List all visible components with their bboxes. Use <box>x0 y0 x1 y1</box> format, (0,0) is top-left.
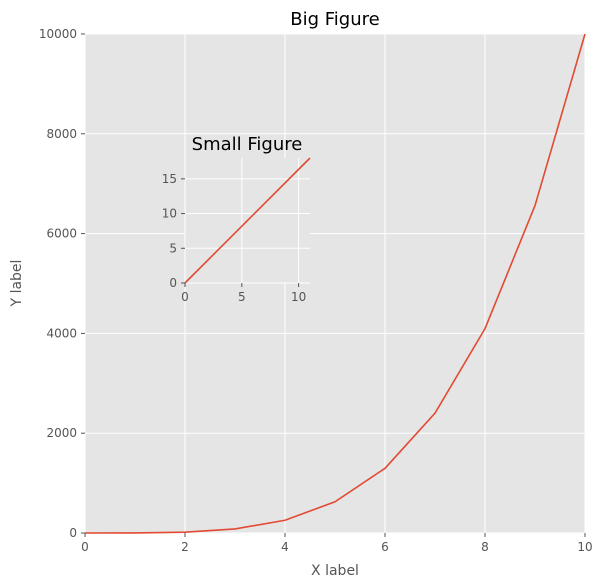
main-chart: 0 2 4 6 8 10 0 2000 4000 6000 8000 10000 Big Figur… <box>9 9 593 579</box>
inset-chart: 0 5 10 0 5 10 15 Small Figure <box>162 134 311 304</box>
main-x-tick-label: 0 <box>81 540 89 554</box>
main-y-tick-label: 6000 <box>46 227 77 241</box>
main-x-tick-label: 2 <box>181 540 189 554</box>
inset-series-line <box>184 157 311 284</box>
main-y-tick-label: 10000 <box>39 27 77 41</box>
inset-y-tick-labels: 0 5 10 15 <box>162 172 185 290</box>
main-y-tick-label: 4000 <box>46 326 77 340</box>
main-y-tick-label: 2000 <box>46 426 77 440</box>
inset-x-tick-label: 0 <box>181 290 189 304</box>
main-y-tick-label: 8000 <box>46 127 77 141</box>
main-plot-area <box>85 34 585 533</box>
inset-y-tick-label: 15 <box>162 172 177 186</box>
main-x-tick-label: 4 <box>281 540 289 554</box>
main-x-tick-label: 6 <box>381 540 389 554</box>
main-x-tick-labels: 0 2 4 6 8 10 <box>81 533 593 554</box>
main-y-tick-label: 0 <box>69 526 77 540</box>
inset-x-tick-labels: 0 5 10 <box>181 283 306 304</box>
inset-chart-title: Small Figure <box>192 134 303 155</box>
main-y-axis-label: Y label <box>9 260 25 308</box>
main-y-tick-labels: 0 2000 4000 6000 8000 10000 <box>39 27 85 540</box>
main-chart-title: Big Figure <box>290 9 379 30</box>
inset-y-tick-label: 10 <box>162 207 177 221</box>
inset-y-tick-label: 0 <box>169 276 177 290</box>
main-x-axis-label: X label <box>311 563 359 579</box>
main-series-line <box>84 33 586 534</box>
inset-x-tick-label: 5 <box>238 290 246 304</box>
main-x-tick-label: 8 <box>481 540 489 554</box>
inset-y-tick-label: 5 <box>169 241 177 255</box>
inset-x-tick-label: 10 <box>291 290 306 304</box>
main-x-tick-label: 10 <box>577 540 592 554</box>
